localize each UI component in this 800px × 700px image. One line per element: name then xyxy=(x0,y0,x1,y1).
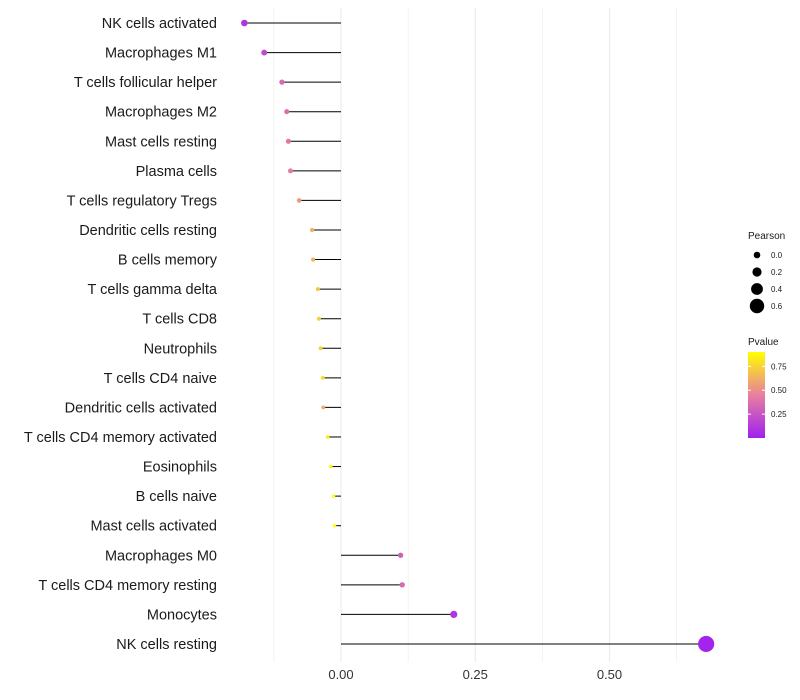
x-tick-label: 0.00 xyxy=(328,667,353,682)
legend-pearson: Pearson 0.0 0.2 0.4 0.6 xyxy=(748,231,785,314)
y-tick-label: Macrophages M2 xyxy=(105,105,217,121)
y-tick-label: Dendritic cells resting xyxy=(79,223,217,239)
data-point xyxy=(320,375,325,380)
data-point xyxy=(397,552,404,558)
data-point xyxy=(285,138,291,144)
y-tick-label: T cells regulatory Tregs xyxy=(67,193,217,209)
y-tick-label: Mast cells resting xyxy=(105,134,217,150)
y-axis-labels: NK cells activated Macrophages M1 T cells … xyxy=(24,16,218,653)
data-point xyxy=(315,287,320,292)
data-point xyxy=(310,257,316,262)
y-tick-label: T cells gamma delta xyxy=(88,282,218,298)
data-point xyxy=(318,346,323,351)
y-tick-label: T cells follicular helper xyxy=(74,75,217,91)
y-tick-label: Mast cells activated xyxy=(90,519,217,535)
legend-size-key xyxy=(749,298,765,314)
data-point xyxy=(284,109,290,115)
data-point xyxy=(332,523,337,528)
grid-layer xyxy=(273,8,677,662)
legend-color-label: 0.25 xyxy=(771,410,787,419)
data-point xyxy=(329,464,333,469)
data-point xyxy=(450,610,458,618)
y-tick-label: NK cells activated xyxy=(102,16,217,32)
y-tick-label: NK cells resting xyxy=(116,637,217,653)
data-point xyxy=(261,49,268,56)
y-tick-label: Macrophages M0 xyxy=(105,548,217,564)
legend-size-key xyxy=(751,283,763,295)
data-point xyxy=(698,635,715,653)
data-point xyxy=(325,435,330,439)
legend-size-label: 0.4 xyxy=(771,285,783,294)
legend-pvalue-colorbar xyxy=(748,352,765,438)
x-tick-label: 0.25 xyxy=(463,667,488,682)
data-point xyxy=(316,316,321,321)
legend-color-label: 0.50 xyxy=(771,386,787,395)
y-tick-label: Eosinophils xyxy=(143,460,217,476)
y-tick-label: T cells CD4 naive xyxy=(104,371,217,387)
data-point xyxy=(331,494,336,498)
data-point xyxy=(399,582,405,588)
data-point xyxy=(321,405,326,410)
y-tick-label: Dendritic cells activated xyxy=(65,400,217,416)
data-point xyxy=(296,198,302,203)
y-tick-label: Macrophages M1 xyxy=(105,46,217,62)
legend-color-label: 0.75 xyxy=(771,362,787,371)
data-point xyxy=(288,168,294,174)
y-tick-label: Neutrophils xyxy=(144,341,217,357)
legend-pvalue: Pvalue 0.25 0.50 0.75 xyxy=(748,337,787,438)
legend-size-label: 0.6 xyxy=(771,302,783,311)
x-axis-ticks: 0.00 0.25 0.50 xyxy=(328,667,622,682)
y-tick-label: T cells CD4 memory activated xyxy=(24,430,217,446)
y-tick-label: T cells CD4 memory resting xyxy=(38,578,217,594)
y-tick-label: Plasma cells xyxy=(136,164,217,180)
legend-size-label: 0.0 xyxy=(771,251,783,260)
legend-size-key xyxy=(752,267,762,277)
x-tick-label: 0.50 xyxy=(597,667,622,682)
data-point xyxy=(279,79,285,85)
legend-size-label: 0.2 xyxy=(771,268,783,277)
y-tick-label: T cells CD8 xyxy=(142,312,217,328)
y-tick-label: B cells memory xyxy=(118,253,218,269)
legend-size-key xyxy=(753,251,761,259)
legend-pearson-title: Pearson xyxy=(748,231,785,242)
y-tick-label: B cells naive xyxy=(136,489,217,505)
data-point xyxy=(241,19,248,27)
point-layer xyxy=(241,19,715,653)
legend-pvalue-title: Pvalue xyxy=(748,337,779,348)
y-tick-label: Monocytes xyxy=(147,607,217,623)
data-point xyxy=(309,227,315,233)
